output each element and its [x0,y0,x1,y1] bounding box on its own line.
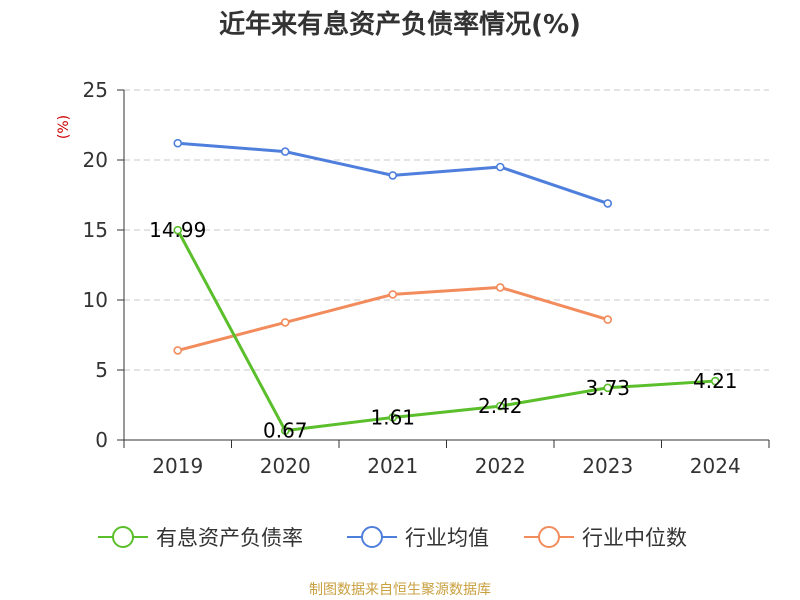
data-point [603,315,613,324]
data-point [280,426,290,435]
y-tick-label: 15 [83,218,108,242]
data-point [280,147,290,156]
series-lines [176,141,716,433]
legend-label: 有息资产负债率 [156,526,303,550]
x-tick-label: 2024 [690,454,741,478]
data-label: 0.67 [263,419,308,443]
y-tick-labels: 0 5 10 15 20 25 [83,78,108,452]
data-point [603,383,613,393]
legend-label: 行业均值 [405,526,489,550]
x-tick-labels: 2019 2020 2021 2022 2023 2024 [152,454,740,478]
x-tick-label: 2022 [475,454,526,478]
y-tick-label: 10 [83,288,108,312]
legend-swatch-marker [538,526,560,548]
data-label: 1.61 [370,405,415,429]
chart-title: 近年来有息资产负债率情况(%) [219,9,581,40]
data-label: 2.42 [478,394,523,418]
x-tick-label: 2023 [582,454,633,478]
legend-item[interactable]: 行业均值 [347,526,489,550]
data-point [173,346,183,355]
data-label: 14.99 [149,218,206,242]
data-point [495,283,505,292]
data-point [173,138,183,148]
y-axis-unit: (%) [56,115,72,139]
data-point [495,401,505,411]
x-tick-label: 2019 [152,454,203,478]
y-tick-label: 0 [95,428,108,452]
legend-swatch-marker [112,526,134,548]
data-point [710,376,720,386]
data-label: 3.73 [585,376,630,400]
legend-item[interactable]: 行业中位数 [524,526,687,550]
axes [117,89,770,448]
y-tick-label: 5 [95,358,108,382]
data-point [280,318,290,327]
data-point [388,290,398,299]
data-point [603,199,613,208]
data-point [388,171,398,180]
data-point [495,162,505,172]
legend-label: 行业中位数 [582,526,687,550]
series-line [176,229,716,433]
x-tick-label: 2020 [260,454,311,478]
data-point [173,225,183,235]
y-tick-label: 20 [83,148,108,172]
data-point [388,413,398,422]
y-tick-label: 25 [83,78,108,102]
grid-lines [124,89,769,371]
source-note: 制图数据来自恒生聚源数据库 [309,582,491,598]
series-points [173,138,720,435]
data-label: 4.21 [693,369,738,393]
legend-swatch-marker [361,526,383,548]
legend-item[interactable]: 有息资产负债率 [98,526,303,550]
legend[interactable]: 有息资产负债率 行业均值 行业中位数 [98,526,687,550]
data-labels: 14.99 0.67 1.61 2.42 3.73 4.21 [149,218,737,442]
x-tick-label: 2021 [367,454,418,478]
